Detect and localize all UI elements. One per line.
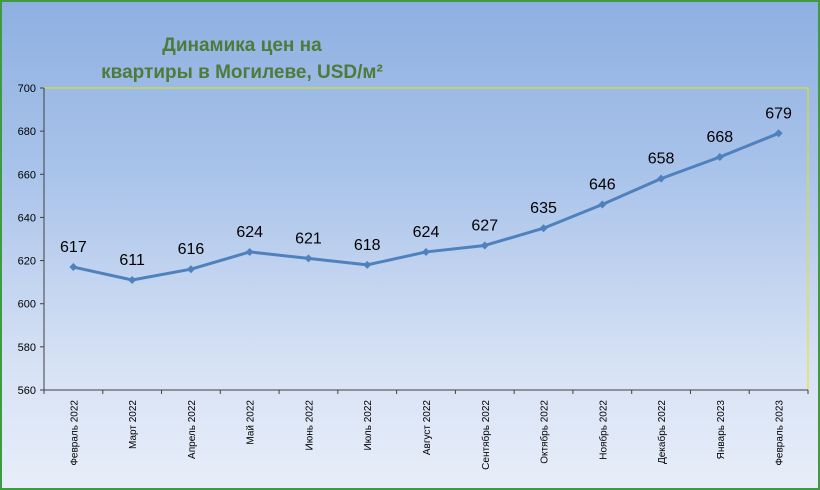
y-tick-label: 560 [18, 385, 36, 397]
data-label: 616 [178, 241, 205, 258]
data-point-marker [657, 174, 666, 183]
data-point-marker [480, 241, 489, 250]
data-point-marker [422, 247, 430, 256]
data-point-marker [363, 260, 372, 269]
data-label: 668 [706, 129, 733, 146]
data-point-marker [245, 247, 254, 256]
y-tick-label: 600 [18, 299, 36, 311]
data-label: 679 [765, 105, 792, 122]
data-label: 658 [648, 151, 675, 168]
chart-title: Динамика цен на квартиры в Могилеве, USD… [62, 32, 422, 86]
data-label: 618 [354, 237, 381, 254]
x-tick-label: Апрель 2022 [187, 400, 198, 459]
x-tick-label: Январь 2023 [716, 400, 727, 460]
y-tick-label: 580 [18, 342, 36, 354]
x-tick-label: Август 2022 [422, 400, 433, 456]
y-tick-label: 680 [18, 126, 36, 138]
data-label: 624 [413, 224, 440, 241]
x-tick-label: Декабрь 2022 [656, 400, 668, 464]
chart-title-line-2: квартиры в Могилеве, USD/м² [101, 62, 383, 83]
x-tick-label: Февраль 2022 [69, 400, 80, 466]
data-label: 635 [530, 200, 557, 217]
data-label: 617 [60, 239, 87, 256]
data-label: 624 [236, 224, 263, 241]
data-point-marker [69, 263, 78, 272]
y-tick-label: 640 [18, 212, 36, 224]
chart-title-line-1: Динамика цен на [162, 35, 322, 56]
data-point-marker [128, 275, 137, 284]
y-tick-label: 700 [18, 83, 36, 95]
x-tick-label: Февраль 2023 [775, 400, 786, 466]
data-label: 627 [471, 217, 498, 234]
data-point-marker [186, 265, 195, 274]
data-point-marker [598, 200, 607, 209]
plot-area: 560 580 600 620 640 660 680 700 Февраль 2022 Март… [18, 83, 809, 470]
data-point-marker [715, 153, 724, 162]
x-tick-label: Июнь 2022 [304, 400, 315, 451]
data-point-marker [539, 224, 548, 233]
y-tick-label: 620 [18, 256, 36, 268]
x-tick-label: Ноябрь 2022 [597, 400, 609, 460]
x-tick-label: Сентябрь 2022 [480, 400, 492, 470]
data-point-marker [774, 129, 783, 138]
data-point-marker [304, 254, 313, 263]
x-tick-label: Май 2022 [246, 400, 257, 445]
y-tick-label: 660 [18, 169, 36, 181]
x-tick-label: Октябрь 2022 [539, 400, 551, 464]
x-tick-label: Март 2022 [128, 400, 139, 449]
data-label: 646 [589, 176, 616, 193]
data-label: 621 [295, 230, 322, 247]
x-tick-label: Июль 2022 [363, 400, 374, 451]
data-label: 611 [119, 252, 145, 269]
